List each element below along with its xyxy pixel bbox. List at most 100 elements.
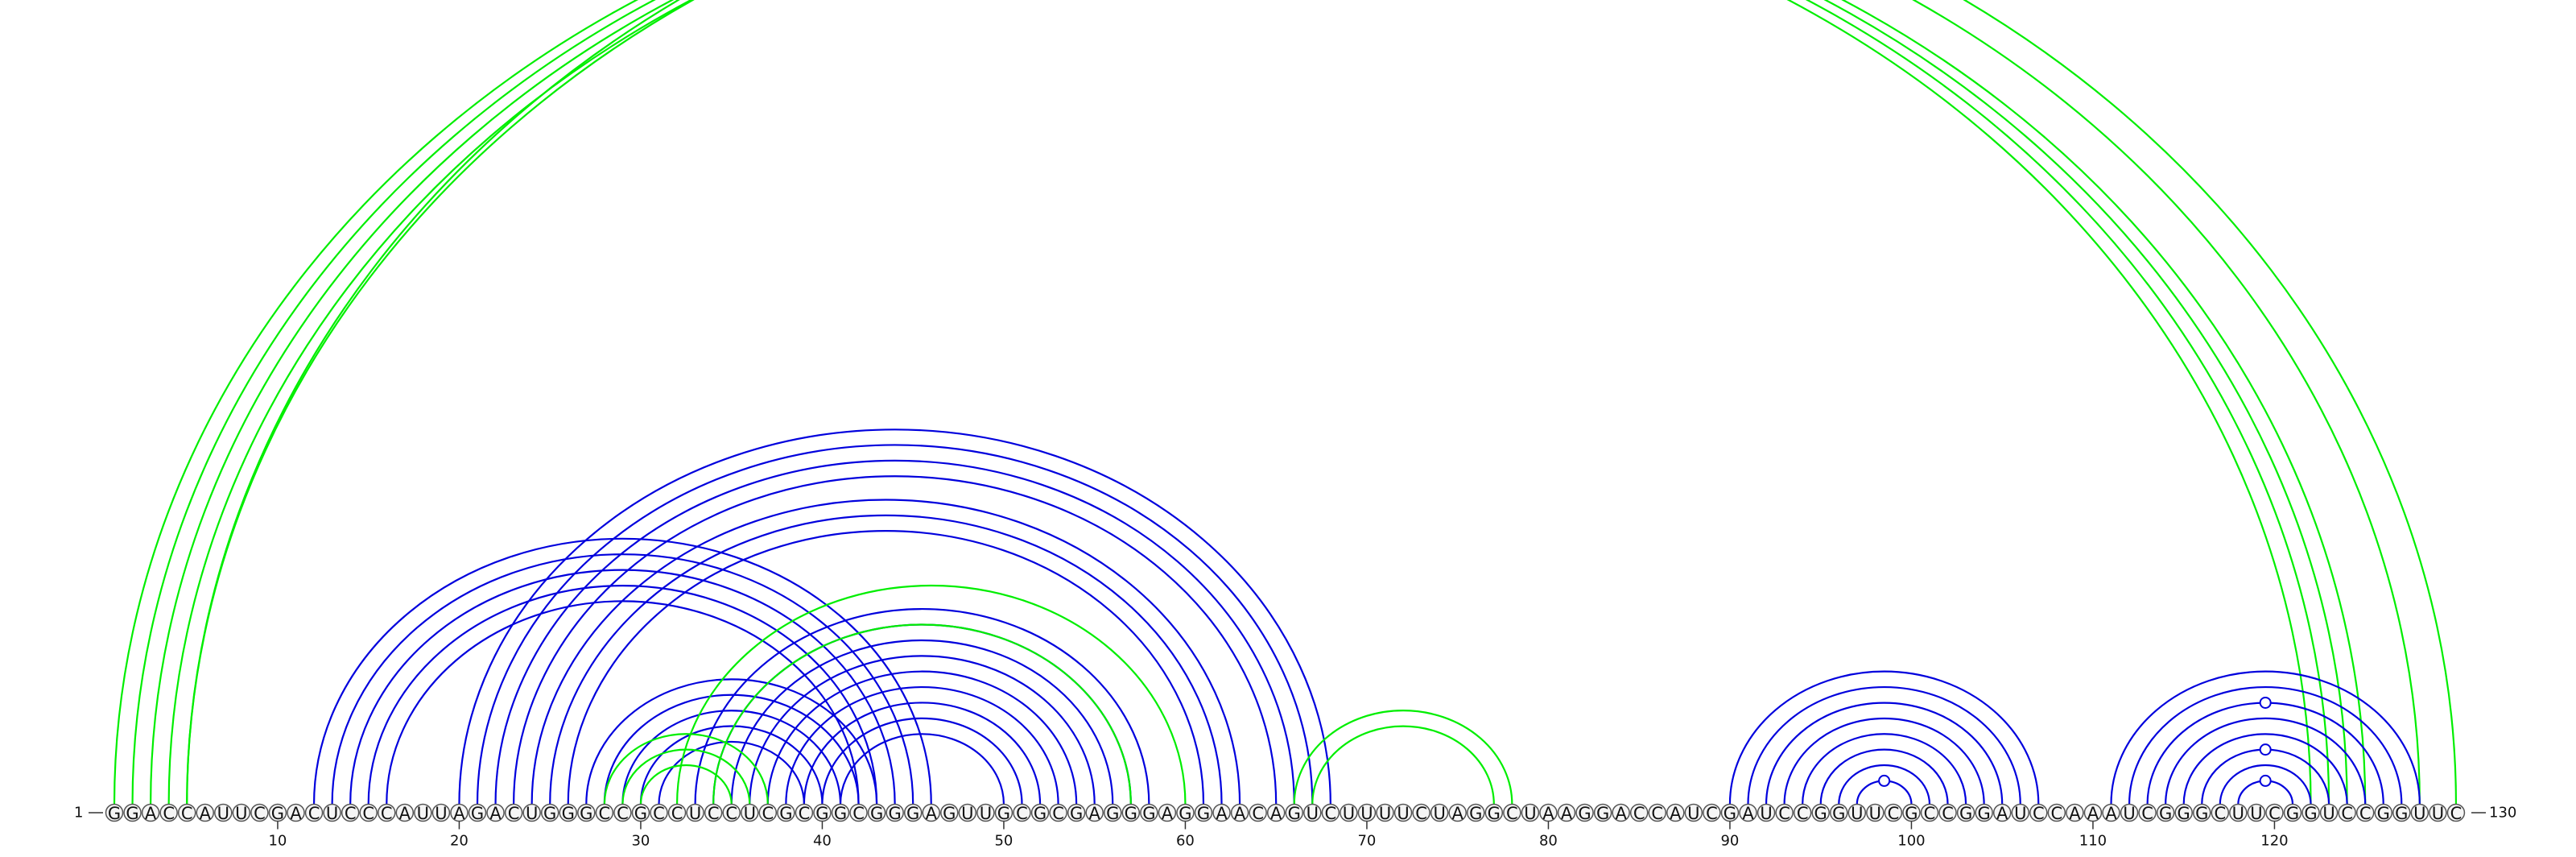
nucleotide: G — [1593, 803, 1612, 823]
base-pair-arc — [658, 740, 805, 805]
nucleotide-letter: C — [381, 804, 393, 823]
nucleotide-letter: U — [2413, 804, 2425, 823]
nucleotide-circle — [504, 803, 523, 822]
nucleotide: C — [1775, 803, 1794, 823]
nucleotide-letter: G — [1724, 804, 1736, 823]
nucleotide-circle — [650, 803, 668, 822]
nucleotide-circle — [1503, 803, 1521, 822]
nucleotide: G — [577, 803, 596, 823]
nucleotide-letter: A — [1216, 804, 1228, 823]
nucleotide: A — [2083, 803, 2103, 823]
nucleotide: U — [2229, 803, 2248, 823]
nucleotide-circle — [2446, 803, 2466, 822]
nucleotide-circle — [2429, 803, 2447, 822]
nucleotide-letter: A — [290, 804, 302, 823]
nucleotide: G — [1830, 803, 1848, 823]
nucleotide: A — [1739, 803, 1757, 823]
nucleotide: G — [940, 803, 959, 823]
nucleotide-letter: C — [1506, 804, 1518, 823]
nucleotide: U — [741, 803, 759, 823]
nucleotide: C — [1249, 803, 1267, 823]
base-pair-arc — [331, 553, 914, 805]
tick-label: 100 — [1897, 833, 1925, 850]
nucleotide-letter: G — [1179, 804, 1191, 823]
nucleotide-circle — [1376, 803, 1394, 822]
nucleotide: U — [2319, 803, 2339, 823]
nucleotide: C — [304, 803, 324, 823]
base-pair-arc — [367, 584, 878, 805]
tick-label: 60 — [1176, 833, 1195, 850]
nucleotide: G — [867, 803, 886, 823]
nucleotide: C — [667, 803, 687, 823]
nucleotide: A — [2102, 803, 2120, 823]
nucleotide-circle — [758, 803, 778, 822]
base-pair-arc — [1728, 670, 2040, 805]
nucleotide: A — [1666, 803, 1685, 823]
nucleotide-circle — [2392, 803, 2411, 822]
nucleotide: A — [1266, 803, 1286, 823]
nucleotide: C — [613, 803, 632, 823]
nucleotide-letter: U — [744, 804, 756, 823]
nucleotide-circle — [958, 803, 977, 822]
nucleotide-letter: A — [2069, 804, 2081, 823]
nucleotide-circle — [886, 803, 904, 822]
nucleotide-letter: G — [2159, 804, 2172, 823]
nucleotide: G — [1194, 803, 1213, 823]
nucleotide-letter: U — [1360, 804, 1373, 823]
nucleotide: A — [1612, 803, 1630, 823]
nucleotide-letter: G — [997, 804, 1010, 823]
nucleotide: U — [431, 803, 451, 823]
tick-label: 90 — [1720, 833, 1739, 850]
nucleotide: G — [2374, 803, 2392, 823]
nucleotide-letter: C — [1052, 804, 1064, 823]
nucleotide-letter: C — [2268, 804, 2281, 823]
nucleotide-letter: C — [345, 804, 357, 823]
nucleotide: C — [1920, 803, 1939, 823]
nucleotide: G — [1467, 803, 1485, 823]
base-pair-arc — [675, 584, 1187, 805]
base-pair-arc — [133, 0, 2330, 804]
nucleotide-circle — [1467, 803, 1485, 822]
nucleotide-letter: G — [126, 804, 138, 823]
nucleotide: U — [1866, 803, 1885, 823]
nucleotide-circle — [1412, 803, 1430, 822]
base-pair-arc — [1802, 733, 1967, 805]
arc-marker — [2259, 743, 2272, 756]
arc-marker — [1878, 774, 1891, 787]
nucleotide-circle — [1648, 803, 1666, 822]
nucleotide-circle — [1285, 803, 1303, 822]
nucleotide-letter: G — [779, 804, 792, 823]
nucleotide-circle — [1140, 803, 1158, 822]
nucleotide-letter: C — [1706, 804, 1718, 823]
nucleotide-letter: U — [2322, 804, 2334, 823]
nucleotide: C — [250, 803, 269, 823]
nucleotide-circle — [1321, 803, 1340, 822]
nucleotide: U — [1521, 803, 1540, 823]
nucleotide-letter: G — [815, 804, 828, 823]
nucleotide-letter: U — [217, 804, 229, 823]
nucleotide-circle — [214, 803, 233, 822]
nucleotide: C — [849, 803, 868, 823]
nucleotide-letter: C — [2141, 804, 2153, 823]
nucleotide: A — [1085, 803, 1104, 823]
ticks-layer: 10 20 30 40 50 60 70 80 90 100 110 120 — [268, 821, 2289, 850]
nucleotide-letter: A — [1234, 804, 1246, 823]
base-pair-arc — [712, 623, 1132, 805]
nucleotide-letter: C — [1924, 804, 1936, 823]
nucleotide-circle — [831, 803, 850, 822]
nucleotide-letter: A — [1561, 804, 1573, 823]
nucleotide-letter: C — [2051, 804, 2063, 823]
nucleotide-letter: C — [1252, 804, 1264, 823]
nucleotide-letter: U — [1307, 804, 1319, 823]
nucleotide-circle — [540, 803, 559, 822]
nucleotide-letter: G — [943, 804, 956, 823]
base-pair-arc — [187, 0, 2456, 805]
nucleotide-letter: C — [1888, 804, 1900, 823]
nucleotide-circle — [1757, 803, 1776, 822]
nucleotide-letter: G — [889, 804, 902, 823]
nucleotide-letter: U — [1524, 804, 1536, 823]
nucleotide: G — [123, 803, 142, 823]
nucleotide-circle — [105, 803, 124, 822]
nucleotide-letter: C — [2450, 804, 2462, 823]
